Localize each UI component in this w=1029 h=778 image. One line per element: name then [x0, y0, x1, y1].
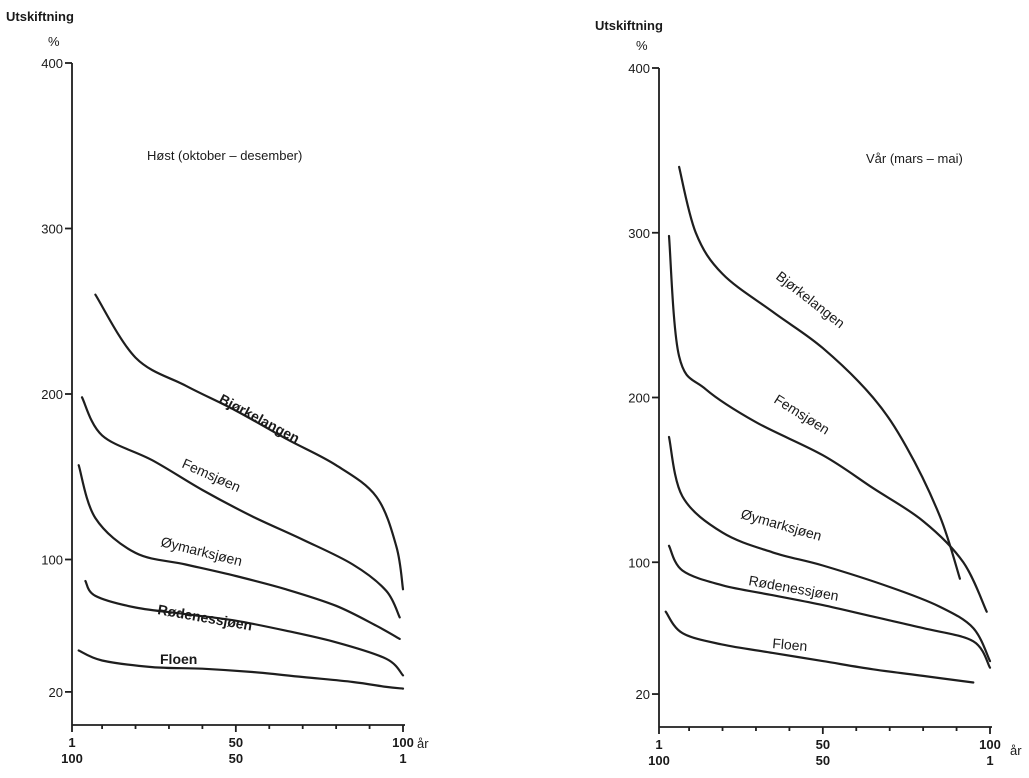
series-label-oymarksjoen: Øymarksjøen — [739, 506, 823, 544]
y-ticks: 20 100 200 300 400 — [628, 61, 659, 702]
series-line-oymarksjoen — [667, 435, 992, 663]
y-axis-unit: % — [48, 34, 60, 49]
y-tick-label: 200 — [628, 391, 650, 406]
y-tick-label: 20 — [49, 685, 63, 700]
x-tick-label-bottom: 100 — [61, 751, 83, 766]
series-group — [664, 165, 992, 684]
chart-title: Høst (oktober – desember) — [147, 148, 302, 163]
x-tick-label-top: 1 — [655, 737, 662, 752]
y-axis-label: Utskiftning — [595, 18, 663, 33]
series-line-bjorkelangen — [94, 293, 405, 591]
y-axis-label: Utskiftning — [6, 9, 74, 24]
x-tick-label-bottom: 100 — [648, 753, 670, 768]
series-line-rodenessjoen — [84, 579, 405, 677]
x-tick-label-top: 50 — [816, 737, 830, 752]
series-line-bjorkelangen — [678, 165, 961, 580]
series-label-oymarksjoen: Øymarksjøen — [159, 533, 244, 569]
y-tick-label: 100 — [41, 553, 63, 568]
series-label-floen: Floen — [160, 651, 197, 667]
autumn-chart: Utskiftning % Høst (oktober – desember) … — [6, 9, 429, 766]
x-tick-label-top: 50 — [229, 735, 243, 750]
x-axis-unit: år — [1010, 743, 1022, 758]
x-tick-label-bottom: 1 — [986, 753, 993, 768]
x-tick-label-top: 1 — [68, 735, 75, 750]
series-label-bjorkelangen: Bjørkelangen — [217, 391, 303, 447]
spring-chart: Utskiftning % Vår (mars – mai) 20 100 200 3… — [595, 18, 1022, 768]
y-tick-label: 100 — [628, 555, 650, 570]
series-label-bjorkelangen: Bjørkelangen — [773, 268, 848, 331]
series-line-femsjoen — [667, 234, 988, 613]
series-line-femsjoen — [80, 396, 401, 619]
y-tick-label: 300 — [41, 222, 63, 237]
y-tick-label: 400 — [628, 61, 650, 76]
y-tick-label: 300 — [628, 226, 650, 241]
x-tick-label-top: 100 — [979, 737, 1001, 752]
y-tick-label: 200 — [41, 387, 63, 402]
series-label-floen: Floen — [772, 635, 808, 654]
series-line-rodenessjoen — [667, 544, 992, 669]
series-label-rodenessjoen: Rødenessjøen — [156, 601, 253, 633]
chart-title: Vår (mars – mai) — [866, 151, 963, 166]
y-tick-label: 20 — [636, 687, 650, 702]
y-ticks: 20 100 200 300 400 — [41, 56, 72, 700]
series-label-femsjoen: Femsjøen — [771, 391, 832, 438]
series-line-floen — [664, 610, 975, 684]
series-line-oymarksjoen — [77, 464, 401, 640]
series-label-femsjoen: Femsjøen — [180, 455, 243, 495]
x-tick-label-top: 100 — [392, 735, 414, 750]
x-axis-unit: år — [417, 736, 429, 751]
y-tick-label: 400 — [41, 56, 63, 71]
x-tick-label-bottom: 50 — [229, 751, 243, 766]
x-tick-label-bottom: 50 — [816, 753, 830, 768]
x-tick-label-bottom: 1 — [399, 751, 406, 766]
y-axis-unit: % — [636, 38, 648, 53]
series-group — [77, 293, 405, 690]
series-line-floen — [77, 649, 405, 690]
